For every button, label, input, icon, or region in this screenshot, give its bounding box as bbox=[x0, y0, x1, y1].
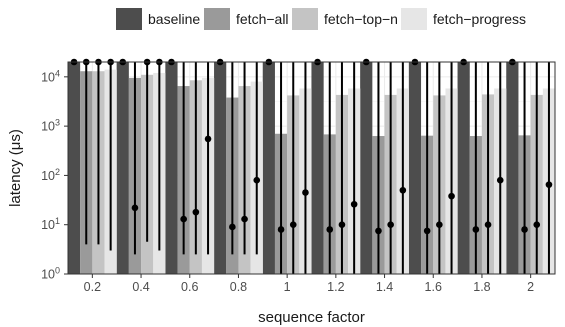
y-tick-label: 102 bbox=[41, 167, 60, 183]
data-point bbox=[241, 215, 248, 223]
bar bbox=[408, 62, 422, 274]
bar bbox=[311, 62, 324, 274]
bar bbox=[214, 62, 227, 274]
x-tick-label: 1.4 bbox=[376, 280, 393, 294]
legend-label: fetch−top−n bbox=[324, 11, 398, 27]
y-tick-exponent: 3 bbox=[55, 118, 60, 128]
bar bbox=[457, 62, 470, 274]
data-point bbox=[192, 208, 200, 216]
x-tick-label: 1.6 bbox=[425, 280, 442, 294]
bar bbox=[360, 62, 373, 274]
data-point bbox=[229, 223, 236, 231]
data-point bbox=[423, 227, 431, 235]
data-point bbox=[326, 226, 334, 233]
data-point bbox=[180, 215, 187, 223]
y-tick-exponent: 0 bbox=[55, 266, 60, 276]
legend-item: fetch−top−n bbox=[292, 8, 398, 30]
x-tick-label: 1.8 bbox=[473, 280, 490, 294]
data-point bbox=[472, 226, 480, 233]
x-axis-title: sequence factor bbox=[258, 309, 365, 326]
error-bars bbox=[85, 62, 550, 274]
data-point bbox=[289, 221, 297, 229]
x-tick-label: 1.2 bbox=[327, 280, 344, 294]
y-tick-exponent: 1 bbox=[55, 216, 60, 226]
data-point bbox=[387, 221, 394, 229]
data-point bbox=[350, 200, 358, 208]
bar bbox=[262, 62, 275, 274]
data-point bbox=[521, 226, 528, 233]
legend: baseline fetch−all fetch−top−n fetch−progre… bbox=[116, 8, 526, 30]
data-point bbox=[399, 186, 407, 194]
legend-swatch bbox=[116, 8, 142, 30]
y-tick-base: 10 bbox=[41, 169, 55, 183]
legend-label: fetch−all bbox=[236, 11, 289, 27]
bars bbox=[67, 62, 556, 275]
legend-swatch bbox=[292, 8, 318, 30]
plot-panel bbox=[67, 61, 556, 275]
y-tick-base: 10 bbox=[41, 120, 55, 134]
data-point bbox=[204, 135, 212, 143]
data-point bbox=[253, 176, 261, 184]
y-tick-label: 100 bbox=[41, 266, 60, 282]
data-point bbox=[302, 189, 309, 196]
x-tick-label: 1 bbox=[284, 280, 291, 294]
data-point bbox=[277, 226, 285, 233]
y-tick-base: 10 bbox=[41, 218, 55, 232]
data-point bbox=[448, 192, 455, 200]
data-point bbox=[375, 227, 382, 235]
bar bbox=[506, 62, 519, 274]
x-tick-label: 0.4 bbox=[132, 280, 149, 294]
legend-item: fetch−all bbox=[204, 8, 289, 30]
y-axis-title: latency (μs) bbox=[7, 129, 24, 207]
bar bbox=[116, 62, 129, 274]
data-point bbox=[496, 176, 504, 184]
y-tick-label: 103 bbox=[41, 118, 60, 134]
data-point bbox=[436, 221, 443, 229]
data-point bbox=[533, 221, 541, 229]
x-tick-label: 0.2 bbox=[84, 280, 101, 294]
x-tick-label: 0.8 bbox=[230, 280, 247, 294]
x-axis: 0.2 0.4 0.6 0.8 1 1.2 1.4 1.6 1.8 2 bbox=[84, 274, 534, 294]
data-point bbox=[545, 181, 553, 188]
y-tick-exponent: 4 bbox=[55, 68, 60, 78]
x-tick-label: 2 bbox=[527, 280, 534, 294]
legend-item: baseline bbox=[116, 8, 200, 30]
x-tick-label: 0.6 bbox=[181, 280, 198, 294]
bar bbox=[67, 62, 81, 274]
data-point bbox=[131, 204, 139, 212]
data-point bbox=[484, 221, 492, 229]
y-tick-base: 10 bbox=[41, 70, 55, 84]
bar bbox=[165, 62, 178, 274]
y-tick-label: 104 bbox=[41, 68, 60, 84]
legend-label: fetch−progress bbox=[433, 11, 526, 27]
y-tick-label: 101 bbox=[41, 216, 60, 232]
legend-label: baseline bbox=[148, 11, 200, 27]
y-tick-base: 10 bbox=[41, 268, 55, 282]
legend-swatch bbox=[204, 8, 230, 30]
data-point bbox=[338, 221, 346, 229]
legend-swatch bbox=[401, 8, 427, 30]
y-tick-exponent: 2 bbox=[55, 167, 60, 177]
legend-item: fetch−progress bbox=[401, 8, 526, 30]
